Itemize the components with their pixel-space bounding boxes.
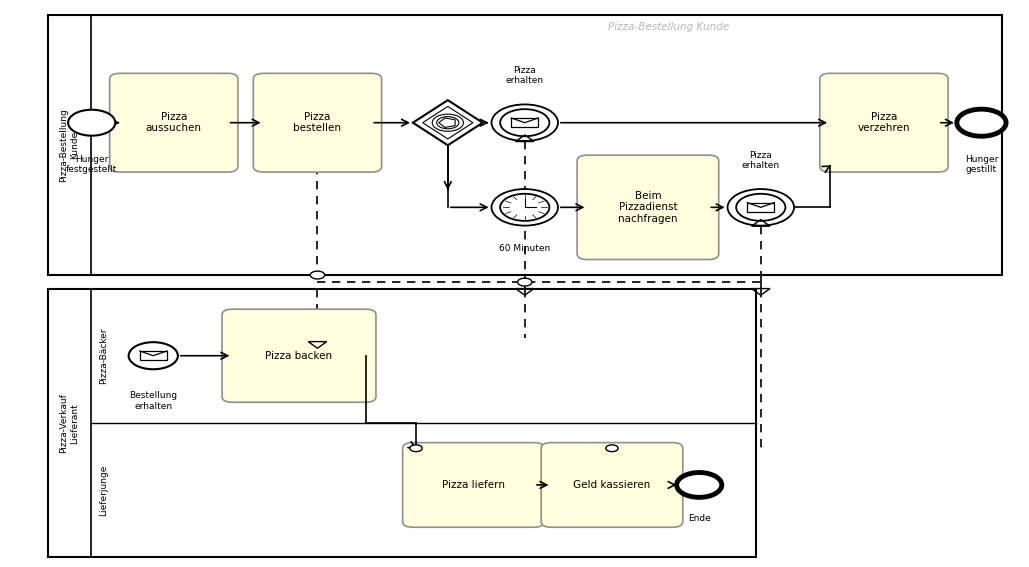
Text: Geld kassieren: Geld kassieren xyxy=(573,480,650,490)
FancyBboxPatch shape xyxy=(222,309,376,402)
Text: Hunger
festgestellt: Hunger festgestellt xyxy=(66,155,117,174)
Circle shape xyxy=(492,189,558,226)
Text: Hunger
gestillt: Hunger gestillt xyxy=(965,155,998,174)
FancyBboxPatch shape xyxy=(110,73,238,172)
Text: Pizza
bestellen: Pizza bestellen xyxy=(293,112,342,133)
Text: Pizza
verzehren: Pizza verzehren xyxy=(858,112,911,133)
Circle shape xyxy=(518,278,532,286)
Text: Lieferjunge: Lieferjunge xyxy=(99,464,108,516)
Circle shape xyxy=(677,472,721,497)
Text: 60 Minuten: 60 Minuten xyxy=(499,244,551,253)
Text: Pizza
erhalten: Pizza erhalten xyxy=(742,151,780,170)
FancyBboxPatch shape xyxy=(253,73,382,172)
Text: Pizza-Bestellung
Kunde: Pizza-Bestellung Kunde xyxy=(60,108,79,182)
FancyBboxPatch shape xyxy=(820,73,948,172)
Text: Pizza
aussuchen: Pizza aussuchen xyxy=(146,112,202,133)
Text: Pizza-Bäcker: Pizza-Bäcker xyxy=(99,328,108,384)
Text: Ende: Ende xyxy=(687,514,711,523)
Circle shape xyxy=(728,189,794,226)
Circle shape xyxy=(606,445,618,452)
Circle shape xyxy=(500,194,549,221)
Text: Pizza
erhalten: Pizza erhalten xyxy=(505,66,543,86)
Bar xyxy=(747,202,775,212)
Bar xyxy=(47,289,755,557)
FancyBboxPatch shape xyxy=(402,443,544,527)
FancyBboxPatch shape xyxy=(577,155,718,260)
Text: Pizza liefern: Pizza liefern xyxy=(441,480,505,490)
Text: Pizza-Bestellung Kunde: Pizza-Bestellung Kunde xyxy=(608,22,730,32)
FancyBboxPatch shape xyxy=(541,443,683,527)
Bar xyxy=(511,118,538,128)
Circle shape xyxy=(129,342,178,369)
Text: Pizza-Verkauf
Lieferant: Pizza-Verkauf Lieferant xyxy=(60,393,79,453)
Polygon shape xyxy=(413,100,483,145)
Circle shape xyxy=(736,194,785,221)
Bar xyxy=(47,15,1002,275)
Circle shape xyxy=(410,445,422,452)
Circle shape xyxy=(68,110,115,136)
Circle shape xyxy=(492,104,558,141)
Circle shape xyxy=(957,109,1006,136)
Text: Bestellung
erhalten: Bestellung erhalten xyxy=(130,391,177,411)
Circle shape xyxy=(500,109,549,136)
Text: Pizza backen: Pizza backen xyxy=(265,351,332,361)
Bar xyxy=(140,351,167,361)
Text: Beim
Pizzadienst
nachfragen: Beim Pizzadienst nachfragen xyxy=(618,191,678,224)
Circle shape xyxy=(311,271,324,279)
